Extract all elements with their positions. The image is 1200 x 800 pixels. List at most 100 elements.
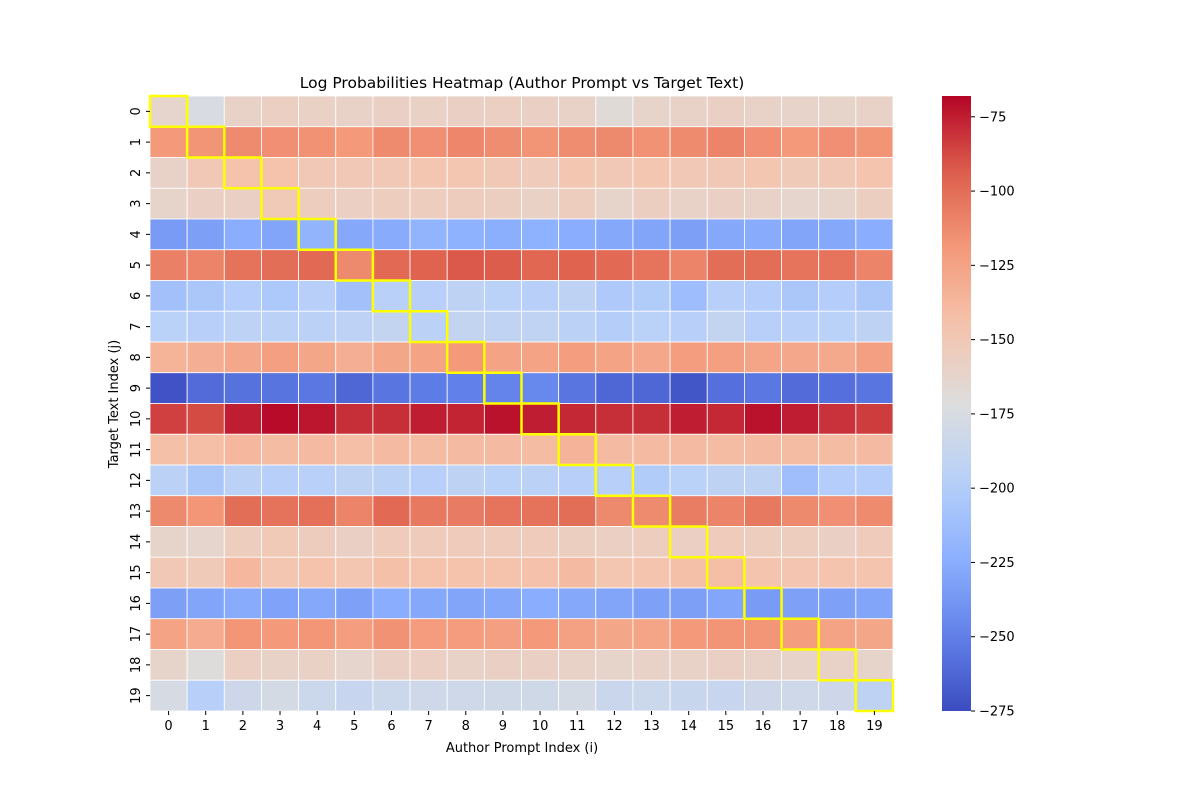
x-tick-label-12: 12 <box>606 719 623 734</box>
heatmap-cell-18-14 <box>669 649 708 681</box>
heatmap-cell-1-8 <box>446 126 485 158</box>
heatmap-cell-1-19 <box>855 126 894 158</box>
heatmap-cell-17-12 <box>595 618 634 650</box>
heatmap-cell-15-2 <box>223 556 262 589</box>
y-tick-label-17: 17 <box>129 626 144 643</box>
heatmap-cell-4-0 <box>149 218 188 251</box>
heatmap-cell-17-8 <box>446 618 485 650</box>
x-tick-label-19: 19 <box>866 719 883 734</box>
heatmap-cell-18-13 <box>632 649 671 681</box>
heatmap-cell-1-4 <box>298 126 337 158</box>
heatmap-cell-13-11 <box>558 495 597 527</box>
heatmap-cell-9-3 <box>261 372 300 404</box>
y-tick-label-6: 6 <box>129 292 144 300</box>
heatmap-cell-3-16 <box>744 187 782 220</box>
heatmap-cell-16-8 <box>446 587 485 620</box>
heatmap-cell-10-16 <box>744 403 782 435</box>
heatmap-cell-18-6 <box>372 649 411 681</box>
heatmap-cell-19-6 <box>372 679 411 712</box>
heatmap-cell-7-8 <box>446 310 485 343</box>
heatmap-cell-15-18 <box>818 556 857 589</box>
y-tick-label-12: 12 <box>129 472 144 489</box>
heatmap-cell-3-9 <box>483 187 522 220</box>
heatmap-cell-10-8 <box>446 403 485 435</box>
x-tick-label-16: 16 <box>755 719 772 734</box>
heatmap-cell-2-16 <box>744 157 782 189</box>
heatmap-cell-5-5 <box>335 249 374 281</box>
heatmap-cell-17-18 <box>818 618 857 650</box>
heatmap-cell-16-19 <box>855 587 894 620</box>
heatmap-cell-0-6 <box>372 95 411 128</box>
heatmap-cell-13-8 <box>446 495 485 527</box>
heatmap-cell-5-2 <box>223 249 262 281</box>
heatmap-cell-11-8 <box>446 433 485 466</box>
heatmap-cell-15-16 <box>744 556 782 589</box>
heatmap-cell-7-18 <box>818 310 857 343</box>
heatmap-cell-15-19 <box>855 556 894 589</box>
heatmap-cell-16-18 <box>818 587 857 620</box>
heatmap-cell-10-19 <box>855 403 894 435</box>
highlight-box-12 <box>594 463 635 497</box>
heatmap-cell-11-2 <box>223 433 262 466</box>
heatmap-cell-14-15 <box>706 526 745 558</box>
heatmap-cell-8-5 <box>335 341 374 374</box>
heatmap-cell-19-9 <box>483 679 522 712</box>
heatmap-cell-11-5 <box>335 433 374 466</box>
heatmap-cell-3-17 <box>781 187 820 220</box>
heatmap-cell-10-3 <box>261 403 300 435</box>
heatmap-cell-8-13 <box>632 341 671 374</box>
colorbar-tick-label-2: −125 <box>979 259 1015 274</box>
heatmap-cell-18-12 <box>595 649 634 681</box>
colorbar-tick-label-6: −225 <box>979 556 1015 571</box>
heatmap-cell-11-15 <box>706 433 745 466</box>
heatmap-cell-11-9 <box>483 433 522 466</box>
heatmap-cell-6-13 <box>632 280 671 312</box>
heatmap-cell-2-17 <box>781 157 820 189</box>
heatmap-cell-15-17 <box>781 556 820 589</box>
heatmap-cell-7-14 <box>669 310 708 343</box>
heatmap-cell-2-9 <box>483 157 522 189</box>
heatmap-cell-5-6 <box>372 249 411 281</box>
heatmap-cell-2-0 <box>149 157 188 189</box>
heatmap-cell-3-6 <box>372 187 411 220</box>
heatmap-cell-15-0 <box>149 556 188 589</box>
heatmap-cell-18-10 <box>521 649 560 681</box>
heatmap-cell-14-17 <box>781 526 820 558</box>
heatmap-cell-15-4 <box>298 556 337 589</box>
heatmap-cell-7-19 <box>855 310 894 343</box>
heatmap-cell-11-4 <box>298 433 337 466</box>
y-tick-label-0: 0 <box>129 107 144 115</box>
heatmap-cell-19-5 <box>335 679 374 712</box>
colorbar-tick-label-5: −200 <box>979 482 1015 497</box>
heatmap-cell-5-14 <box>669 249 708 281</box>
heatmap-cell-15-11 <box>558 556 597 589</box>
heatmap-cell-17-16 <box>744 618 782 650</box>
x-tick-label-6: 6 <box>387 719 395 734</box>
heatmap-cell-9-1 <box>186 372 225 404</box>
highlight-box-9 <box>483 371 523 405</box>
x-tick-label-3: 3 <box>276 719 284 734</box>
heatmap-cell-3-1 <box>186 187 225 220</box>
heatmap-cell-19-1 <box>186 679 225 712</box>
colorbar-tick-label-1: −100 <box>979 185 1015 200</box>
heatmap-cell-2-3 <box>261 157 300 189</box>
x-tick-label-4: 4 <box>313 719 321 734</box>
heatmap-cell-4-1 <box>186 218 225 251</box>
heatmap-cell-0-9 <box>483 95 522 128</box>
heatmap-cell-17-13 <box>632 618 671 650</box>
heatmap-cell-11-17 <box>781 433 820 466</box>
heatmap-cell-15-14 <box>669 556 708 589</box>
heatmap-cell-0-14 <box>669 95 708 128</box>
y-tick-label-18: 18 <box>129 657 144 674</box>
heatmap-cell-18-18 <box>818 649 857 681</box>
heatmap-cell-3-5 <box>335 187 374 220</box>
heatmap-cell-1-7 <box>409 126 448 158</box>
heatmap-cell-1-5 <box>335 126 374 158</box>
heatmap-cell-17-15 <box>706 618 745 650</box>
heatmap-cell-18-4 <box>298 649 337 681</box>
heatmap-cell-9-19 <box>855 372 894 404</box>
x-tick-label-10: 10 <box>532 719 549 734</box>
heatmap-cell-6-16 <box>744 280 782 312</box>
heatmap-cell-0-3 <box>261 95 300 128</box>
heatmap-cell-12-7 <box>409 464 448 497</box>
